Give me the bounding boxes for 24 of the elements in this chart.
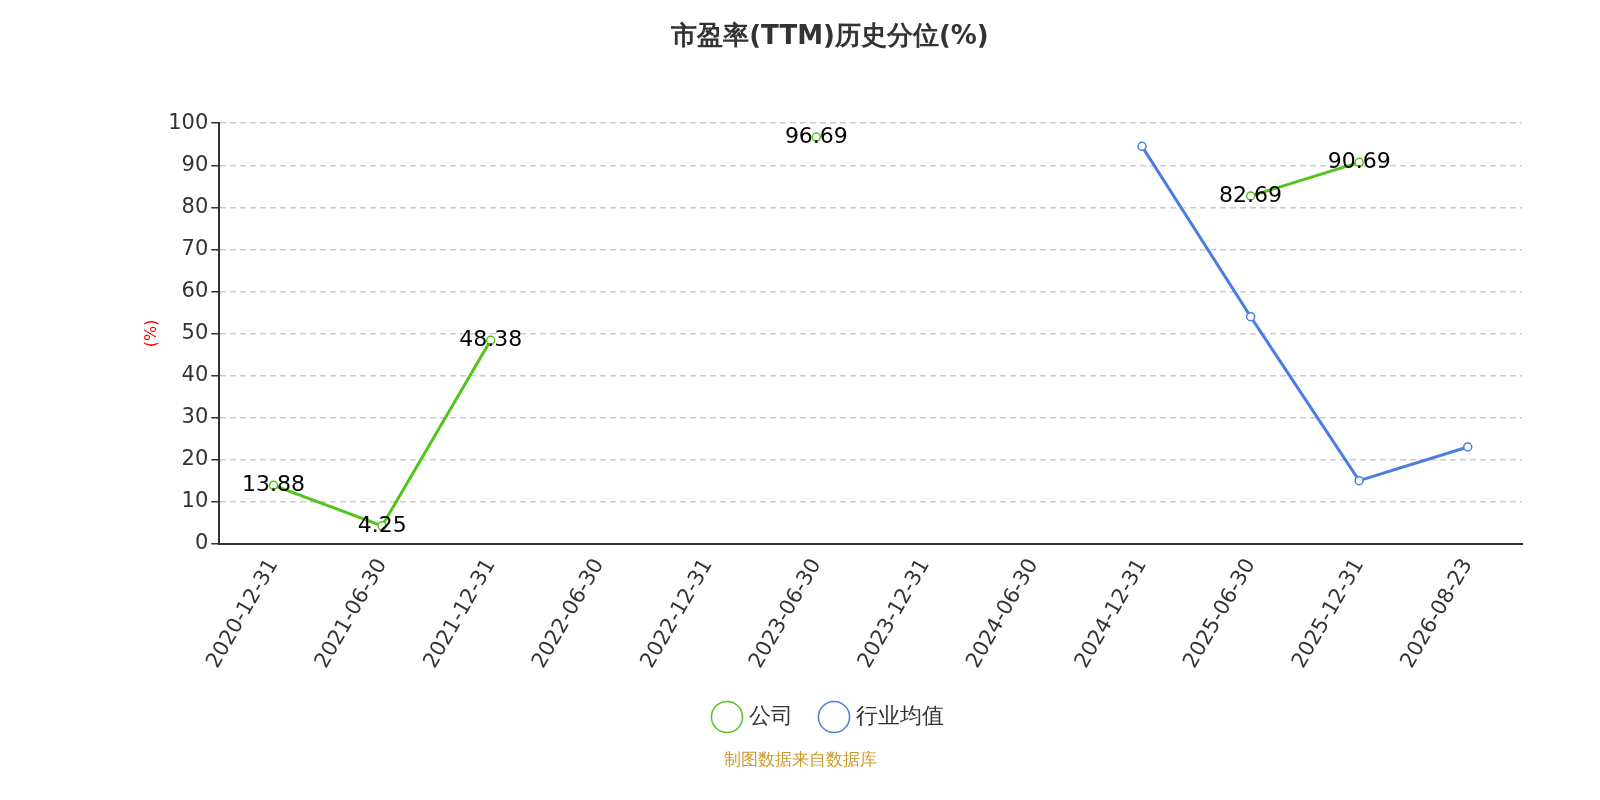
- legend-label: 公司: [749, 702, 793, 728]
- y-axis-title: (%): [140, 319, 160, 348]
- y-tick-label: 0: [194, 530, 209, 555]
- y-tick-label: 20: [181, 446, 209, 471]
- point: [1245, 311, 1256, 322]
- y-tick-label: 10: [181, 488, 209, 513]
- point: [1462, 442, 1473, 452]
- text: 制图数据来自数据库: [722, 748, 878, 771]
- point: [1137, 141, 1147, 152]
- legend-label: 行业均值: [856, 702, 944, 728]
- y-tick-label: 80: [181, 193, 209, 218]
- y-tick-label: 50: [181, 319, 209, 344]
- data-label: 96.69: [784, 122, 848, 148]
- data-label: 90.69: [1327, 148, 1391, 174]
- data-label: 13.88: [242, 471, 306, 497]
- point: [1354, 475, 1364, 486]
- y-tick-label: 60: [181, 277, 209, 302]
- y-tick-label: 90: [181, 151, 209, 176]
- data-label: 48.38: [459, 325, 523, 351]
- y-tick-label: 100: [168, 109, 209, 134]
- y-tick-label: 40: [181, 361, 209, 386]
- y-tick-label: 30: [181, 404, 209, 429]
- y-tick-label: 70: [181, 235, 209, 260]
- chart-title: 市盈率(TTM)历史分位(%): [670, 20, 989, 51]
